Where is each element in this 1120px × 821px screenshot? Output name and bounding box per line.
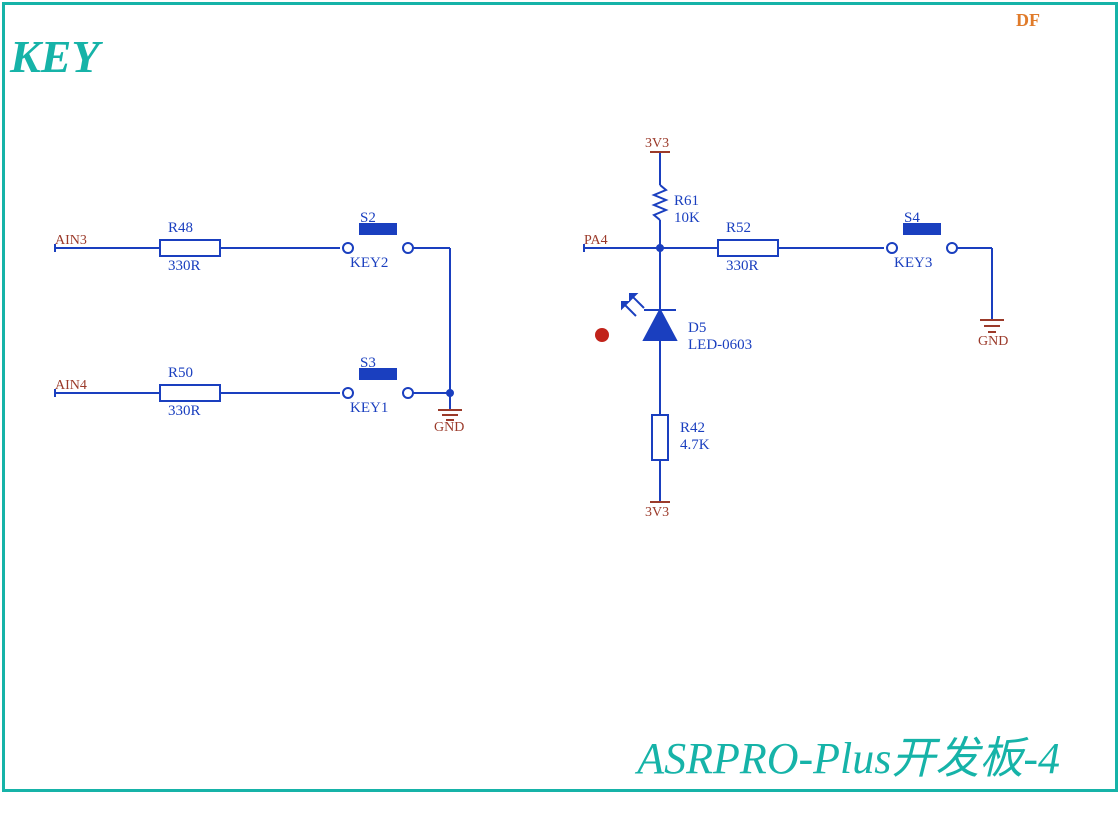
schematic-svg — [0, 0, 1120, 821]
